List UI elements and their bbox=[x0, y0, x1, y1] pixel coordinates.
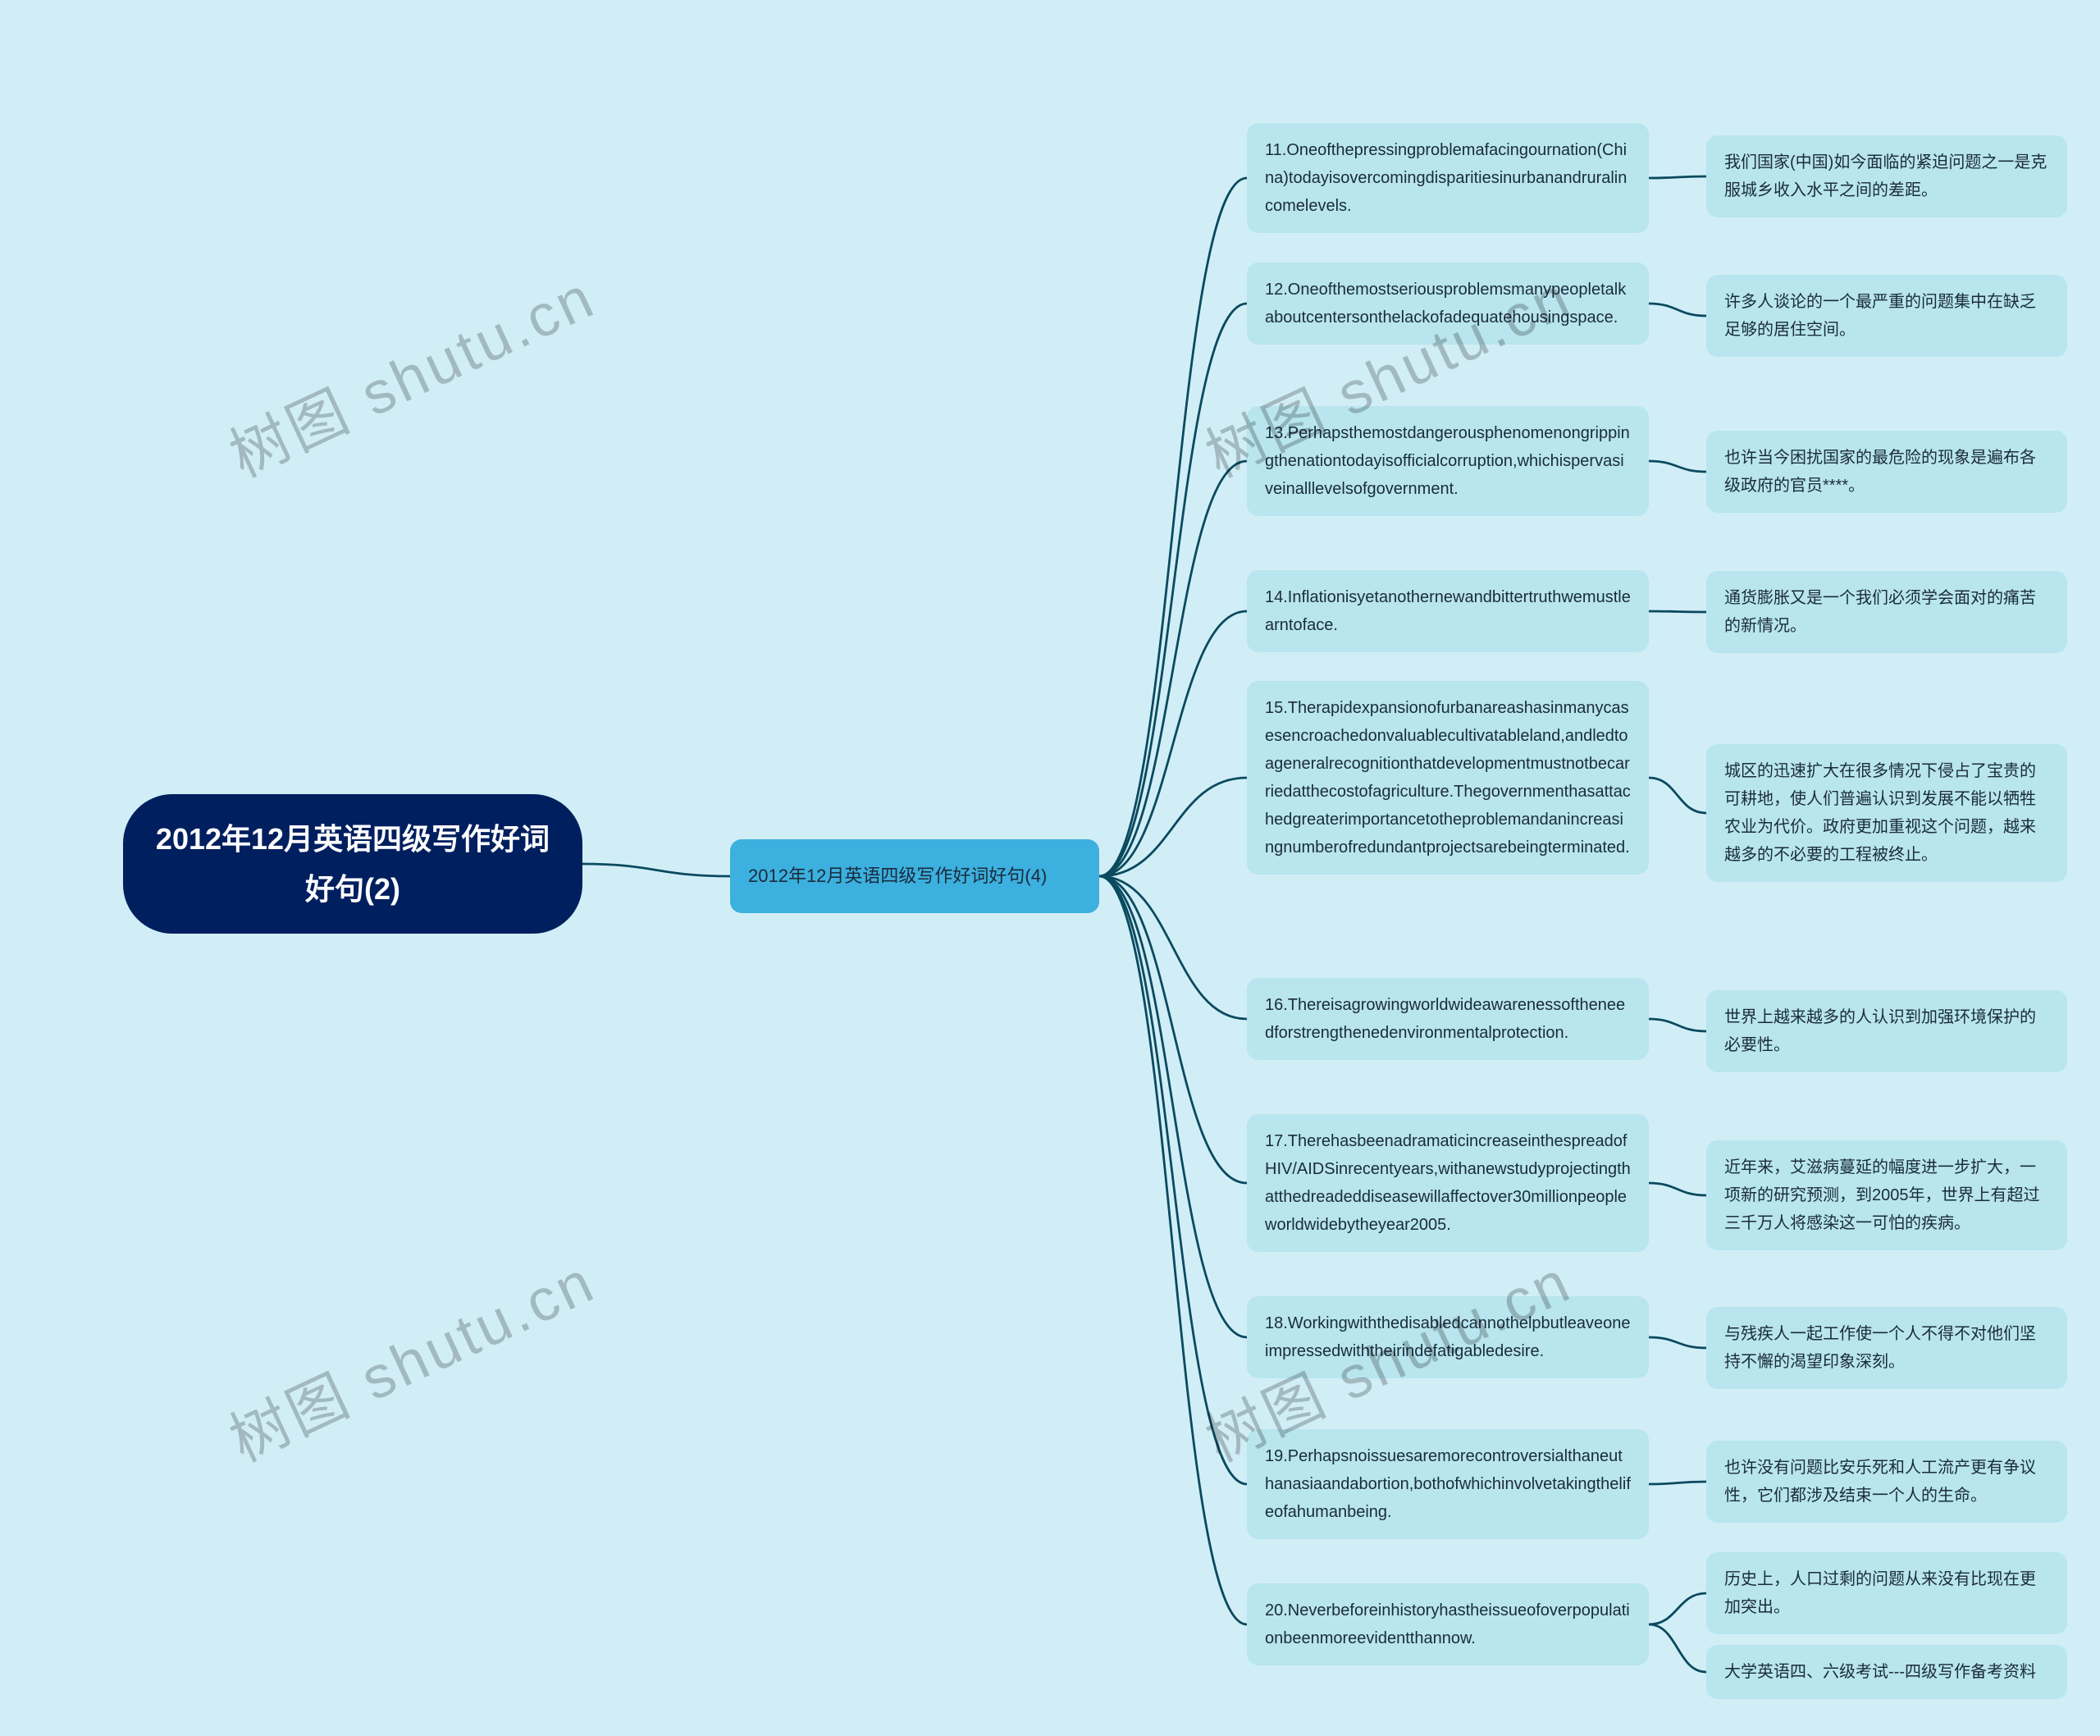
item-18-en: 18.Workingwiththedisabledcannothelpbutle… bbox=[1247, 1296, 1649, 1378]
item-12-cn: 许多人谈论的一个最严重的问题集中在缺乏足够的居住空间。 bbox=[1706, 275, 2067, 357]
watermark: 树图 shutu.cn bbox=[213, 1233, 607, 1478]
item-15-en: 15.Therapidexpansionofurbanareashasinman… bbox=[1247, 681, 1649, 875]
item-16-cn: 世界上越来越多的人认识到加强环境保护的必要性。 bbox=[1706, 990, 2067, 1072]
item-15-cn: 城区的迅速扩大在很多情况下侵占了宝贵的可耕地，使人们普遍认识到发展不能以牺牲农业… bbox=[1706, 744, 2067, 882]
item-17-en: 17.Therehasbeenadramaticincreaseinthespr… bbox=[1247, 1114, 1649, 1252]
item-14-en: 14.Inflationisyetanothernewandbittertrut… bbox=[1247, 570, 1649, 652]
item-20-cn-b: 大学英语四、六级考试---四级写作备考资料 bbox=[1706, 1645, 2067, 1699]
item-11-cn: 我们国家(中国)如今面临的紧迫问题之一是克服城乡收入水平之间的差距。 bbox=[1706, 135, 2067, 217]
item-19-en: 19.Perhapsnoissuesaremorecontroversialth… bbox=[1247, 1429, 1649, 1539]
item-14-cn: 通货膨胀又是一个我们必须学会面对的痛苦的新情况。 bbox=[1706, 571, 2067, 653]
item-18-cn: 与残疾人一起工作使一个人不得不对他们坚持不懈的渴望印象深刻。 bbox=[1706, 1307, 2067, 1389]
item-20-en: 20.Neverbeforeinhistoryhastheissueofover… bbox=[1247, 1583, 1649, 1665]
item-19-cn: 也许没有问题比安乐死和人工流产更有争议性，它们都涉及结束一个人的生命。 bbox=[1706, 1441, 2067, 1523]
item-20-cn-a: 历史上，人口过剩的问题从来没有比现在更加突出。 bbox=[1706, 1552, 2067, 1634]
level1-node: 2012年12月英语四级写作好词好句(4) bbox=[730, 839, 1099, 913]
mindmap-container: 2012年12月英语四级写作好词好句(2) 2012年12月英语四级写作好词好句… bbox=[0, 0, 2100, 1736]
item-11-en: 11.Oneofthepressingproblemafacingournati… bbox=[1247, 123, 1649, 233]
item-16-en: 16.Thereisagrowingworldwideawarenessofth… bbox=[1247, 978, 1649, 1060]
item-13-cn: 也许当今困扰国家的最危险的现象是遍布各级政府的官员****。 bbox=[1706, 431, 2067, 513]
item-13-en: 13.Perhapsthemostdangerousphenomenongrip… bbox=[1247, 406, 1649, 516]
root-node: 2012年12月英语四级写作好词好句(2) bbox=[123, 794, 582, 934]
item-12-en: 12.Oneofthemostseriousproblemsmanypeople… bbox=[1247, 263, 1649, 345]
item-17-cn: 近年来，艾滋病蔓延的幅度进一步扩大，一项新的研究预测，到2005年，世界上有超过… bbox=[1706, 1140, 2067, 1250]
watermark: 树图 shutu.cn bbox=[213, 249, 607, 493]
